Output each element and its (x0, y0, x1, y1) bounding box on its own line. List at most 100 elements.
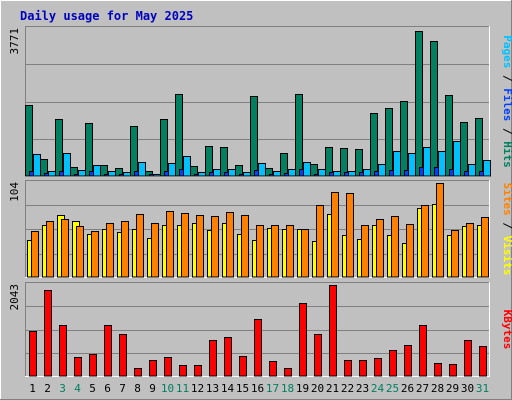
kbytes-panel-bar-kbytes-day-19 (299, 303, 307, 377)
day-label-24: 24 (371, 382, 385, 395)
visits-panel-bar-sites-day-31 (481, 217, 489, 278)
day-label-9: 9 (149, 382, 156, 395)
day-label-3: 3 (59, 382, 66, 395)
day-label-23: 23 (356, 382, 369, 395)
kbytes-panel-bar-kbytes-day-31 (479, 346, 487, 377)
hits-panel-bar-pages-day-28 (438, 151, 446, 177)
day-label-2: 2 (44, 382, 51, 395)
day-labels: 1 2 3 4 5 6 7 8 9 10 11 12 13 14 15 16 17 18 19 20 21 22 23 24 2… (29, 382, 489, 395)
hits-panel-bar-pages-day-8 (138, 162, 146, 177)
hits-panel-bar-pages-day-24 (378, 164, 386, 177)
hits-panel-legend-part-2: Files (501, 88, 512, 121)
visits-panel-legend-part-0: Sites (501, 183, 512, 216)
day-label-7: 7 (119, 382, 126, 395)
kbytes-panel-bar-kbytes-day-7 (119, 334, 127, 377)
kbytes-panel-bar-kbytes-day-4 (74, 357, 82, 377)
day-label-15: 15 (236, 382, 249, 395)
visits-panel-bar-sites-day-16 (256, 225, 264, 278)
hits-panel-bar-pages-day-14 (228, 169, 236, 177)
day-label-12: 12 (191, 382, 204, 395)
kbytes-panel-bar-kbytes-day-9 (149, 360, 157, 377)
day-label-20: 20 (311, 382, 324, 395)
kbytes-panel-bar-kbytes-day-1 (29, 331, 37, 377)
hits-panel-bar-hits-day-1 (25, 105, 33, 177)
visits-panel-bar-sites-day-24 (376, 219, 384, 278)
kbytes-panel-bar-kbytes-day-28 (434, 363, 442, 377)
day-label-30: 30 (461, 382, 474, 395)
hits-panel-bar-hits-day-5 (85, 123, 93, 177)
kbytes-panel: 2043 KBytes (8, 282, 512, 377)
day-label-14: 14 (221, 382, 235, 395)
visits-panel-bar-sites-day-28 (436, 183, 444, 278)
hits-panel-bar-pages-day-29 (453, 141, 461, 177)
kbytes-panel-bar-kbytes-day-23 (359, 360, 367, 377)
hits-panel-bar-pages-day-17 (273, 171, 281, 177)
visits-panel-bar-sites-day-23 (361, 225, 369, 278)
day-label-22: 22 (341, 382, 354, 395)
hits-panel-bar-hits-day-14 (220, 147, 228, 177)
visits-panel-bar-sites-day-1 (31, 231, 39, 278)
day-label-16: 16 (251, 382, 264, 395)
kbytes-panel-ymax-label: 2043 (8, 284, 21, 311)
hits-panel-bar-hits-day-22 (340, 148, 348, 177)
day-label-31: 31 (476, 382, 489, 395)
visits-panel-bar-sites-day-9 (151, 223, 159, 278)
kbytes-panel-bar-kbytes-day-20 (314, 334, 322, 377)
day-label-13: 13 (206, 382, 219, 395)
visits-panel-bar-sites-day-25 (391, 216, 399, 278)
day-label-4: 4 (74, 382, 81, 395)
hits-panel-bar-pages-day-5 (93, 165, 101, 177)
hits-panel-bar-pages-day-4 (78, 170, 86, 177)
kbytes-panel-bar-kbytes-day-13 (209, 340, 217, 377)
day-label-26: 26 (401, 382, 414, 395)
kbytes-panel-bar-kbytes-day-10 (164, 357, 172, 377)
hits-panel-legend: Pages / Files / Hits (501, 35, 512, 168)
visits-panel-bar-sites-day-29 (451, 230, 459, 278)
hits-panel-bar-pages-day-18 (288, 169, 296, 177)
kbytes-panel-bar-kbytes-day-8 (134, 368, 142, 377)
kbytes-panel-bar-kbytes-day-16 (254, 319, 262, 377)
kbytes-panel-bar-kbytes-day-29 (449, 364, 457, 377)
kbytes-panel-bar-kbytes-day-24 (374, 358, 382, 377)
hits-panel-bar-hits-day-10 (160, 119, 168, 177)
hits-panel-bar-pages-day-15 (243, 172, 251, 177)
visits-panel-bar-sites-day-26 (406, 224, 414, 278)
day-label-19: 19 (296, 382, 309, 395)
kbytes-panel-bar-kbytes-day-14 (224, 337, 232, 377)
visits-panel-bar-sites-day-20 (316, 205, 324, 278)
kbytes-panel-bar-kbytes-day-27 (419, 325, 427, 377)
visits-panel-bar-sites-day-30 (466, 223, 474, 278)
hits-panel-bar-pages-day-20 (318, 169, 326, 177)
kbytes-panel-bar-kbytes-day-15 (239, 356, 247, 377)
hits-panel-bar-pages-day-31 (483, 160, 491, 177)
kbytes-panel-legend: KBytes (501, 310, 512, 350)
visits-panel-bar-sites-day-17 (271, 225, 279, 278)
hits-panel-legend-part-0: Pages (501, 35, 512, 68)
hits-panel-bar-hits-day-8 (130, 126, 138, 177)
hits-panel-bar-hits-day-11 (175, 94, 183, 177)
visits-panel-bar-sites-day-27 (421, 205, 429, 278)
visits-panel-legend: Sites / Visits (501, 183, 512, 276)
visits-panel-bar-sites-day-6 (106, 223, 114, 278)
hits-panel-bar-hits-day-18 (280, 153, 288, 177)
hits-panel-bar-pages-day-19 (303, 162, 311, 177)
day-label-28: 28 (431, 382, 444, 395)
kbytes-panel-bar-kbytes-day-11 (179, 365, 187, 377)
day-label-29: 29 (446, 382, 459, 395)
hits-panel-bar-pages-day-2 (48, 171, 56, 177)
hits-panel-bar-pages-day-21 (333, 171, 341, 177)
visits-panel-bar-sites-day-10 (166, 211, 174, 278)
hits-panel-bar-pages-day-26 (408, 153, 416, 177)
day-label-17: 17 (266, 382, 279, 395)
visits-panel: 104 Sites / Visits (8, 180, 512, 278)
visits-panel-bar-sites-day-12 (196, 215, 204, 278)
hits-panel-bar-pages-day-6 (108, 171, 116, 177)
hits-panel-bar-hits-day-30 (460, 122, 468, 177)
hits-panel-bar-pages-day-13 (213, 169, 221, 177)
kbytes-panel-bar-kbytes-day-18 (284, 368, 292, 377)
hits-panel-bar-hits-day-21 (325, 147, 333, 177)
visits-panel-bar-sites-day-15 (241, 215, 249, 278)
hits-panel-bar-hits-day-25 (385, 108, 393, 177)
day-label-8: 8 (134, 382, 141, 395)
visits-panel-bar-sites-day-21 (331, 192, 339, 278)
